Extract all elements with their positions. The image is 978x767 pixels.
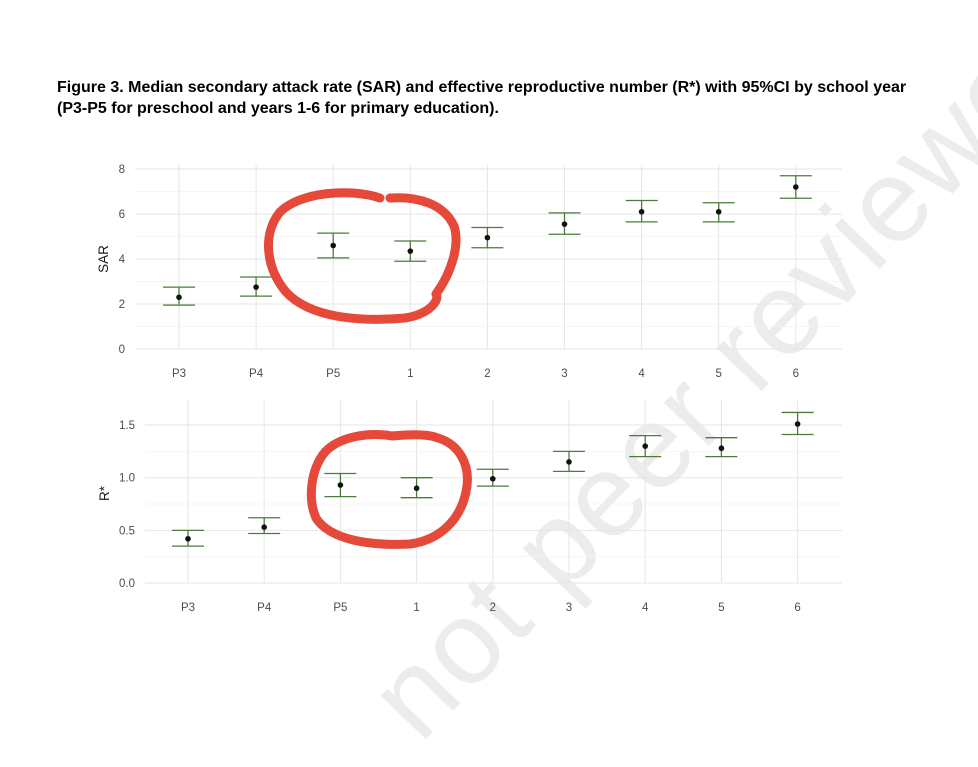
data-point — [715, 208, 722, 215]
x-tick-label: P5 — [326, 368, 340, 380]
x-tick-label: 1 — [407, 368, 413, 380]
x-tick-label: 3 — [566, 602, 572, 614]
y-axis-title: R* — [97, 485, 112, 501]
y-tick-label: 0.0 — [119, 578, 135, 590]
x-tick-label: 2 — [490, 602, 496, 614]
y-tick-label: 8 — [119, 164, 125, 176]
x-tick-label: 6 — [794, 602, 800, 614]
x-tick-label: P4 — [257, 602, 272, 614]
x-tick-label: 4 — [638, 368, 645, 380]
y-tick-label: 6 — [119, 209, 125, 221]
data-point — [261, 524, 268, 530]
data-point — [407, 248, 414, 254]
data-point — [718, 445, 725, 452]
data-point — [490, 475, 496, 482]
data-point — [337, 482, 344, 488]
data-point — [793, 184, 799, 190]
y-tick-label: 4 — [119, 254, 126, 266]
x-tick-label: 5 — [715, 368, 721, 380]
x-tick-label: 6 — [793, 368, 799, 380]
data-point — [253, 284, 259, 290]
data-point — [330, 242, 337, 249]
x-tick-label: P3 — [172, 368, 186, 380]
y-tick-label: 2 — [119, 299, 125, 311]
sar-chart: 0 2 4 6 8 P3 P4 P5 1 2 3 4 5 6 SAR — [96, 164, 842, 380]
data-point — [642, 443, 648, 449]
data-point — [561, 221, 568, 227]
x-tick-label: 2 — [484, 368, 490, 380]
y-tick-label: 0 — [119, 344, 125, 356]
figure-caption: Figure 3. Median secondary attack rate (… — [57, 79, 907, 117]
x-tick-label: P5 — [333, 602, 347, 614]
x-tick-label: P4 — [249, 368, 264, 380]
data-point — [185, 535, 191, 542]
y-tick-label: 0.5 — [119, 525, 135, 537]
r-star-chart: 0.0 0.5 1.0 1.5 P3 P4 P5 1 2 3 4 5 6 R* — [97, 400, 842, 614]
data-point — [413, 485, 420, 492]
data-point — [566, 459, 572, 465]
data-point — [176, 294, 182, 301]
data-point — [638, 208, 645, 215]
x-tick-label: 5 — [718, 602, 724, 614]
data-point — [484, 234, 491, 241]
x-tick-label: 1 — [413, 602, 419, 614]
data-point — [794, 421, 801, 427]
y-tick-label: 1.0 — [119, 473, 135, 485]
x-tick-label: P3 — [181, 602, 195, 614]
x-tick-label: 4 — [642, 602, 649, 614]
x-tick-label: 3 — [561, 368, 567, 380]
y-axis-title: SAR — [96, 245, 111, 273]
y-tick-label: 1.5 — [119, 420, 135, 432]
